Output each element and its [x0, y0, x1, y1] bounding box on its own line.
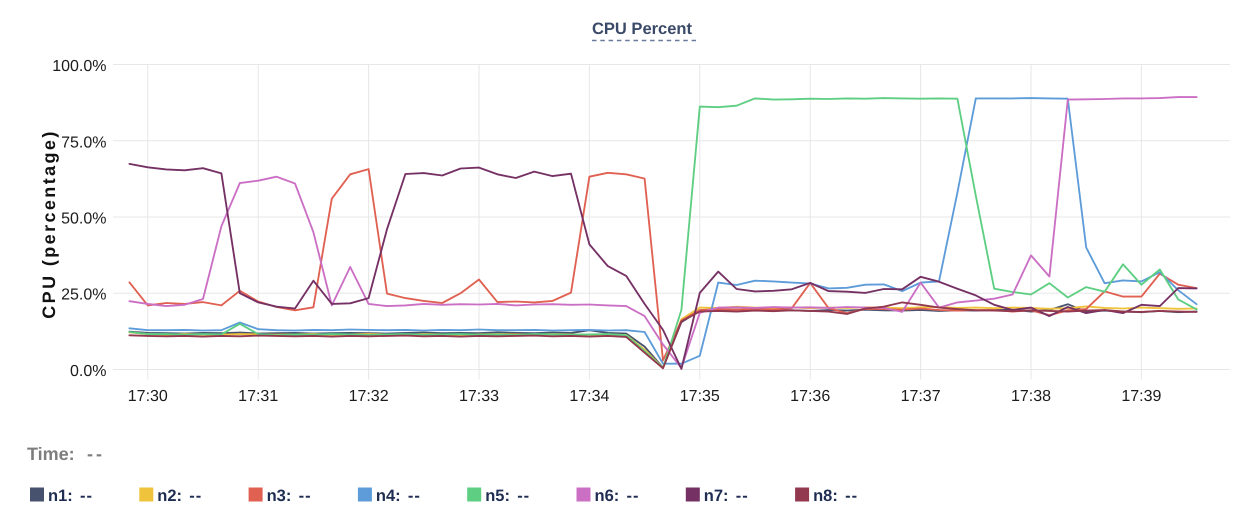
svg-text:17:35: 17:35 [680, 388, 720, 405]
svg-text:17:38: 17:38 [1011, 388, 1051, 405]
svg-text:--: -- [736, 487, 749, 505]
svg-text:n3:: n3: [267, 487, 292, 505]
svg-text:n2:: n2: [157, 487, 182, 505]
svg-text:--: -- [299, 487, 312, 505]
svg-text:75.0%: 75.0% [61, 134, 106, 151]
svg-text:17:33: 17:33 [459, 388, 499, 405]
svg-text:17:34: 17:34 [569, 388, 609, 405]
svg-text:17:39: 17:39 [1121, 388, 1161, 405]
svg-text:25.0%: 25.0% [61, 287, 106, 304]
svg-text:n5:: n5: [485, 487, 510, 505]
svg-text:--: -- [517, 487, 530, 505]
svg-text:50.0%: 50.0% [61, 211, 106, 228]
svg-text:Time:: Time: [27, 444, 75, 464]
svg-text:17:32: 17:32 [349, 388, 389, 405]
svg-text:17:31: 17:31 [238, 388, 278, 405]
svg-text:--: -- [627, 487, 640, 505]
svg-text:CPU Percent: CPU Percent [592, 20, 692, 38]
svg-text:100.0%: 100.0% [52, 58, 106, 75]
svg-text:--: -- [845, 487, 858, 505]
svg-text:--: -- [87, 444, 105, 464]
svg-text:17:36: 17:36 [790, 388, 830, 405]
svg-text:--: -- [408, 487, 421, 505]
svg-text:17:30: 17:30 [128, 388, 168, 405]
svg-text:--: -- [80, 487, 93, 505]
svg-text:CPU (percentage): CPU (percentage) [39, 129, 59, 318]
svg-text:n8:: n8: [813, 487, 838, 505]
svg-text:17:37: 17:37 [901, 388, 941, 405]
svg-text:--: -- [189, 487, 202, 505]
svg-text:n1:: n1: [48, 487, 73, 505]
svg-text:n4:: n4: [376, 487, 401, 505]
svg-text:n6:: n6: [595, 487, 620, 505]
svg-text:n7:: n7: [704, 487, 729, 505]
svg-text:0.0%: 0.0% [70, 363, 106, 380]
